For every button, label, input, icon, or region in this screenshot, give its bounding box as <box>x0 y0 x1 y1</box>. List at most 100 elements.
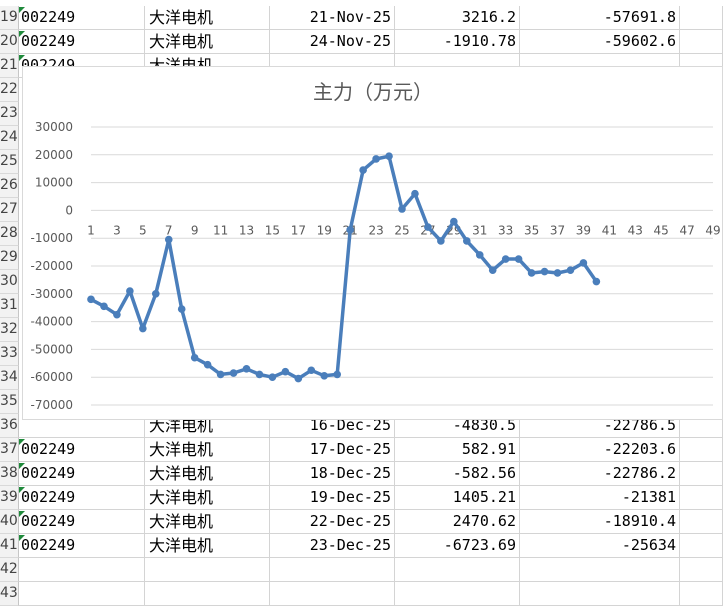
cell-empty[interactable] <box>680 438 723 462</box>
cell-date[interactable]: 19-Dec-25 <box>270 486 395 510</box>
cell-date[interactable] <box>270 582 395 606</box>
cell-date[interactable]: 16-Dec-25 <box>270 414 395 438</box>
x-tick-label: 13 <box>239 223 254 237</box>
data-point <box>540 267 549 276</box>
cell-empty[interactable] <box>680 510 723 534</box>
cell-date[interactable]: 17-Dec-25 <box>270 438 395 462</box>
row-header[interactable]: 34 <box>0 366 19 390</box>
cell-value[interactable]: 1405.21 <box>395 486 520 510</box>
cell-date[interactable]: 23-Dec-25 <box>270 534 395 558</box>
cell-name[interactable]: 大洋电机 <box>145 462 270 486</box>
cell-name[interactable] <box>145 582 270 606</box>
row-header[interactable]: 29 <box>0 246 19 270</box>
cell-cumulative[interactable] <box>520 582 680 606</box>
row-header[interactable]: 33 <box>0 342 19 366</box>
row-header[interactable]: 43 <box>0 582 19 606</box>
data-point <box>566 266 575 274</box>
cell-date[interactable]: 21-Nov-25 <box>270 6 395 30</box>
cell-name[interactable]: 大洋电机 <box>145 510 270 534</box>
y-tick-label: 30000 <box>35 120 73 134</box>
row-header[interactable]: 23 <box>0 102 19 126</box>
row-header[interactable]: 26 <box>0 174 19 198</box>
cell-value[interactable]: -6723.69 <box>395 534 520 558</box>
cell-value[interactable]: -4830.5 <box>395 414 520 438</box>
cell-name[interactable]: 大洋电机 <box>145 30 270 54</box>
row-header[interactable]: 21 <box>0 54 19 78</box>
y-tick-label: -40000 <box>30 315 73 329</box>
cell-empty[interactable] <box>680 582 723 606</box>
row-header[interactable]: 28 <box>0 222 19 246</box>
cell-cumulative[interactable]: -57691.8 <box>520 6 680 30</box>
cell-date[interactable]: 22-Dec-25 <box>270 510 395 534</box>
cell-empty[interactable] <box>680 558 723 582</box>
cell-cumulative[interactable] <box>520 558 680 582</box>
cell-value[interactable]: -1910.78 <box>395 30 520 54</box>
cell-code[interactable]: 002249 <box>19 534 145 558</box>
cell-cumulative[interactable]: -22203.6 <box>520 438 680 462</box>
data-point <box>100 302 108 311</box>
row-header[interactable]: 41 <box>0 534 19 558</box>
cell-date[interactable]: 18-Dec-25 <box>270 462 395 486</box>
cell-code[interactable]: 002249 <box>19 486 145 510</box>
row-header[interactable]: 25 <box>0 150 19 174</box>
row-header[interactable]: 32 <box>0 318 19 342</box>
row-header[interactable]: 42 <box>0 558 19 582</box>
row-header[interactable]: 31 <box>0 294 19 318</box>
y-tick-label: -50000 <box>30 342 73 356</box>
cell-code[interactable]: 002249 <box>19 6 145 30</box>
cell-cumulative[interactable]: -22786.5 <box>520 414 680 438</box>
row-header[interactable]: 37 <box>0 438 19 462</box>
cell-empty[interactable] <box>680 462 723 486</box>
cell-cumulative[interactable]: -18910.4 <box>520 510 680 534</box>
cell-name[interactable] <box>145 558 270 582</box>
x-tick-label: 9 <box>191 223 199 237</box>
cell-cumulative[interactable]: -25634 <box>520 534 680 558</box>
row-header[interactable]: 22 <box>0 78 19 102</box>
row-header[interactable]: 36 <box>0 414 19 438</box>
cell-value[interactable]: -582.56 <box>395 462 520 486</box>
cell-name[interactable]: 大洋电机 <box>145 534 270 558</box>
cell-code[interactable] <box>19 414 145 438</box>
cell-value[interactable]: 582.91 <box>395 438 520 462</box>
row-header[interactable]: 19 <box>0 6 19 30</box>
row-header[interactable]: 30 <box>0 270 19 294</box>
row-header[interactable]: 20 <box>0 30 19 54</box>
data-point <box>113 310 121 319</box>
row-header[interactable]: 39 <box>0 486 19 510</box>
row-header[interactable]: 35 <box>0 390 19 414</box>
row-header[interactable]: 38 <box>0 462 19 486</box>
cell-empty[interactable] <box>680 30 723 54</box>
cell-date[interactable] <box>270 558 395 582</box>
line-chart[interactable]: 主力（万元） 30000 20000 10000 0 -10000 -20000 -3000… <box>22 66 723 420</box>
cell-code[interactable]: 002249 <box>19 510 145 534</box>
cell-empty[interactable] <box>680 6 723 30</box>
cell-code[interactable] <box>19 558 145 582</box>
cell-cumulative[interactable]: -59602.6 <box>520 30 680 54</box>
cell-code[interactable]: 002249 <box>19 438 145 462</box>
data-point <box>385 152 393 160</box>
cell-cumulative[interactable]: -21381 <box>520 486 680 510</box>
x-tick-label: 5 <box>139 223 147 237</box>
cell-value[interactable]: 3216.2 <box>395 6 520 30</box>
cell-code[interactable]: 002249 <box>19 462 145 486</box>
cell-code[interactable]: 002249 <box>19 30 145 54</box>
cell-name[interactable]: 大洋电机 <box>145 6 270 30</box>
row-header[interactable]: 40 <box>0 510 19 534</box>
cell-code[interactable] <box>19 582 145 606</box>
cell-name[interactable]: 大洋电机 <box>145 486 270 510</box>
cell-cumulative[interactable]: -22786.2 <box>520 462 680 486</box>
row-header[interactable]: 24 <box>0 126 19 150</box>
data-point <box>268 373 277 382</box>
data-point <box>151 290 160 298</box>
data-point <box>462 237 471 245</box>
cell-empty[interactable] <box>680 534 723 558</box>
cell-value[interactable]: 2470.62 <box>395 510 520 534</box>
cell-date[interactable]: 24-Nov-25 <box>270 30 395 54</box>
cell-value[interactable] <box>395 558 520 582</box>
data-point <box>359 166 367 174</box>
row-header[interactable]: 27 <box>0 198 19 222</box>
cell-name[interactable]: 大洋电机 <box>145 414 270 438</box>
cell-name[interactable]: 大洋电机 <box>145 438 270 462</box>
cell-value[interactable] <box>395 582 520 606</box>
cell-empty[interactable] <box>680 486 723 510</box>
